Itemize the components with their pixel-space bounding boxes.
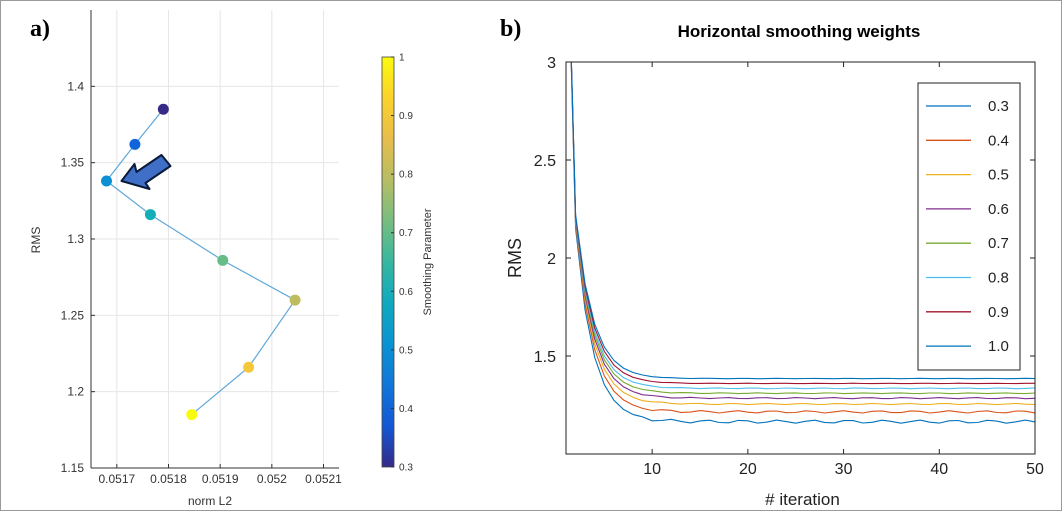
colorbar-tick-label: 1 xyxy=(399,53,405,64)
chart-title: Horizontal smoothing weights xyxy=(678,22,921,41)
x-tick-label: 0.0517 xyxy=(98,472,135,486)
colorbar-tick-label: 0.5 xyxy=(399,345,413,356)
panel-b-label: b) xyxy=(500,16,522,42)
y-tick-label: 1.15 xyxy=(61,461,85,475)
series-line-1.0 xyxy=(570,62,1035,380)
legend-label: 0.3 xyxy=(988,98,1009,115)
y-tick-label: 1.4 xyxy=(67,79,84,93)
x-tick-label: 40 xyxy=(930,461,948,478)
colorbar-tick-label: 0.6 xyxy=(399,287,413,298)
annotation-arrow xyxy=(120,153,172,190)
colorbar-tick-label: 0.3 xyxy=(399,463,413,474)
y-axis-label: RMS xyxy=(29,227,43,254)
x-tick-label: 30 xyxy=(835,461,853,478)
data-point xyxy=(289,294,301,306)
x-tick-label: 50 xyxy=(1026,461,1044,478)
left-chart-rms-vs-norm: 0.0517 0.0518 0.0519 0.052 0.0521 1.15 1.2 1.25… xyxy=(29,10,434,508)
x-tick-label: 0.0519 xyxy=(202,472,239,486)
data-point xyxy=(101,175,112,187)
colorbar-tick-label: 0.4 xyxy=(399,404,413,415)
x-tick-label: 0.0518 xyxy=(150,472,187,486)
data-point xyxy=(243,361,255,373)
colorbar xyxy=(381,56,395,468)
colorbar-tick-label: 0.8 xyxy=(399,170,413,181)
y-tick-label: 2.5 xyxy=(534,153,556,170)
series-line-0.5 xyxy=(570,62,1035,406)
trajectory-line xyxy=(105,108,296,416)
data-point xyxy=(217,254,229,266)
series-line-0.8 xyxy=(570,62,1035,390)
colorbar-label: Smoothing Parameter xyxy=(422,208,434,315)
y-tick-label: 3 xyxy=(547,55,556,72)
y-tick-label: 1.5 xyxy=(534,349,556,366)
y-tick-label: 1.2 xyxy=(67,385,84,399)
x-axis-label: # iteration xyxy=(765,490,840,509)
y-axis-label: RMS xyxy=(505,238,525,278)
x-tick-label: 10 xyxy=(643,461,661,478)
legend-box xyxy=(917,82,1021,371)
legend-label: 1.0 xyxy=(988,338,1009,355)
data-point xyxy=(186,409,198,421)
legend-label: 0.4 xyxy=(988,132,1009,149)
data-point xyxy=(157,103,169,115)
y-tick-label: 1.35 xyxy=(61,156,85,170)
y-tick-label: 2 xyxy=(547,251,556,268)
x-axis-label: norm L2 xyxy=(188,494,232,508)
panel-a-label: a) xyxy=(30,16,50,42)
data-point xyxy=(144,209,156,221)
y-tick-label: 1.25 xyxy=(61,308,85,322)
x-tick-label: 0.052 xyxy=(257,472,287,486)
colorbar-tick-label: 0.9 xyxy=(399,111,413,122)
legend-label: 0.7 xyxy=(988,235,1009,252)
series-line-0.6 xyxy=(570,62,1035,400)
data-point xyxy=(129,138,141,150)
series-line-0.9 xyxy=(570,62,1035,385)
x-tick-label: 20 xyxy=(739,461,757,478)
series-line-0.3 xyxy=(570,62,1035,424)
x-tick-label: 0.0521 xyxy=(305,472,342,486)
series-line-0.4 xyxy=(570,62,1035,414)
legend-label: 0.9 xyxy=(988,304,1009,321)
legend-label: 0.6 xyxy=(988,201,1009,218)
colorbar-tick-label: 0.7 xyxy=(399,228,413,239)
y-tick-label: 1.3 xyxy=(67,232,84,246)
legend-label: 0.8 xyxy=(988,270,1009,287)
right-chart-smoothing-weights: Horizontal smoothing weights 10 20 30 40 50 1.… xyxy=(505,22,1044,509)
series-line-0.7 xyxy=(570,62,1035,395)
legend-label: 0.5 xyxy=(988,167,1009,184)
